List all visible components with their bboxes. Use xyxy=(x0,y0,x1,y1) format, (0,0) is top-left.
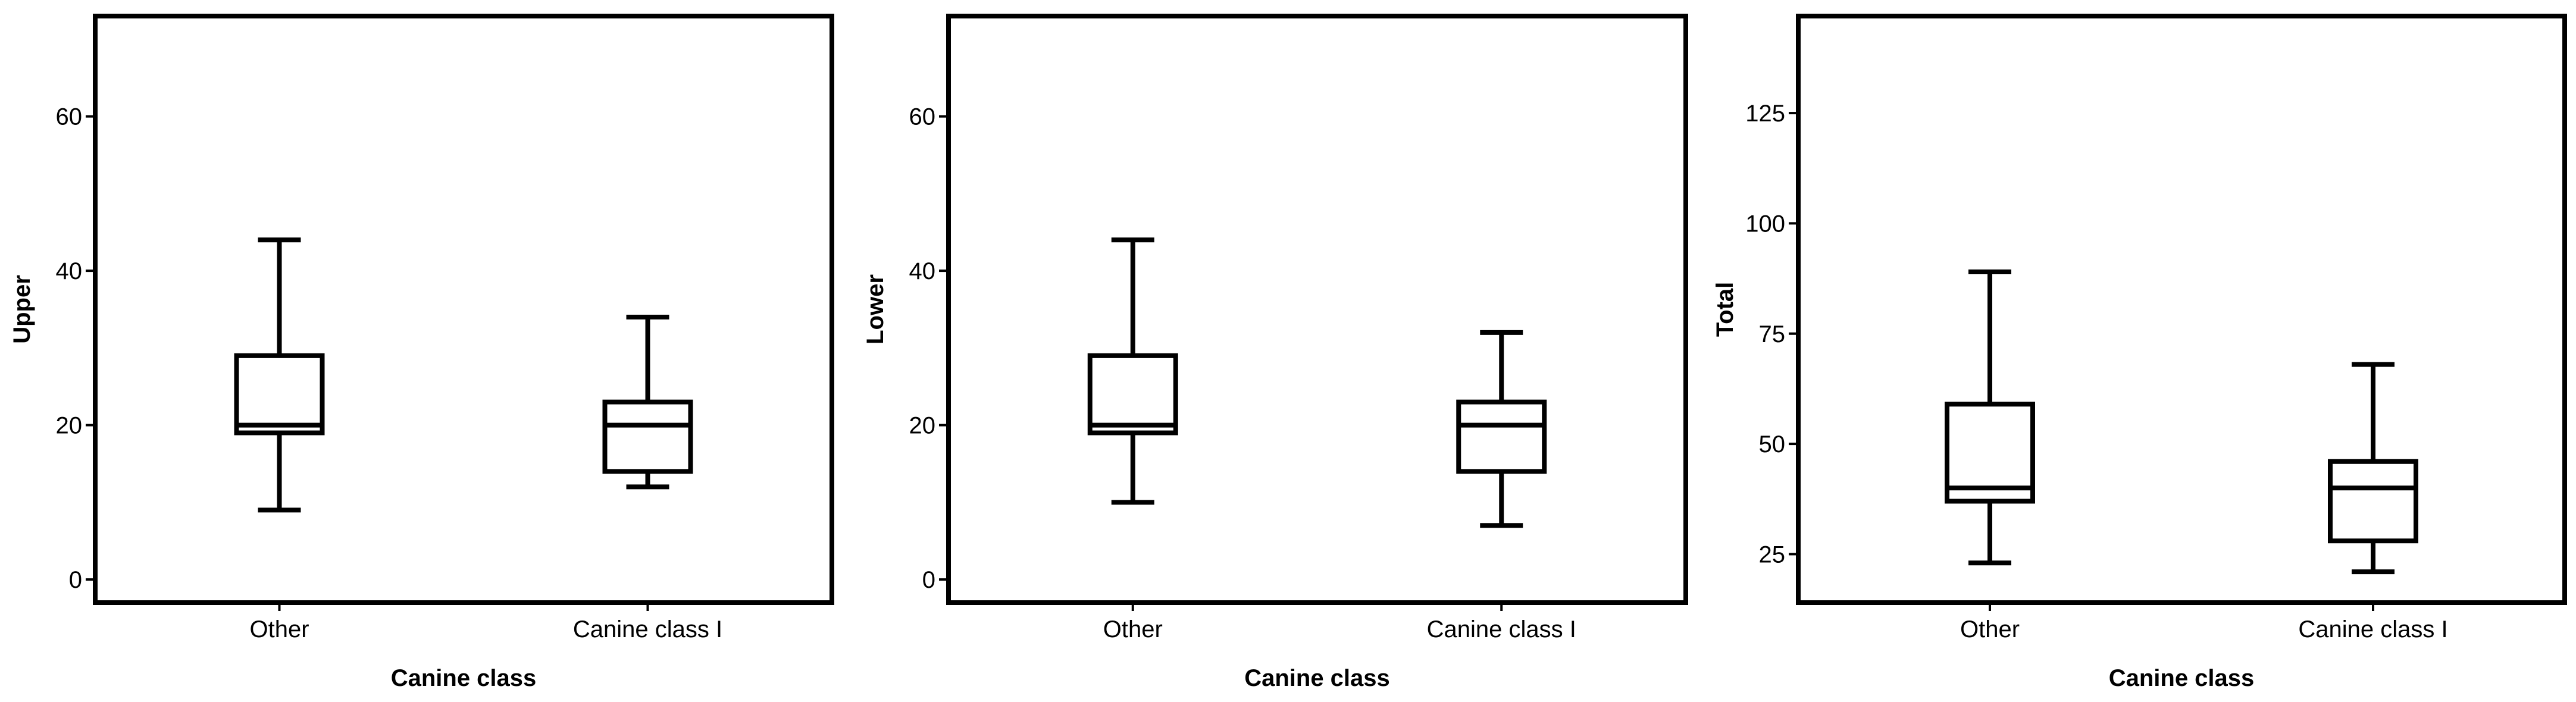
x-category-label: Canine class I xyxy=(2298,616,2447,643)
y-tick-label: 40 xyxy=(909,258,936,284)
plot-frame xyxy=(946,14,1688,605)
x-axis-title: Canine class xyxy=(2109,665,2255,691)
y-tick-label: 25 xyxy=(1759,541,1786,568)
y-tick-label: 125 xyxy=(1745,101,1785,127)
y-tick-label: 60 xyxy=(56,104,83,130)
x-category-label: Canine class I xyxy=(1427,616,1576,643)
box-other xyxy=(1945,269,2035,566)
iqr-box xyxy=(234,353,325,435)
y-tick-label: 20 xyxy=(909,413,936,439)
y-axis-title: Lower xyxy=(862,274,888,344)
box-other xyxy=(1087,237,1178,505)
y-tick-label: 40 xyxy=(56,258,83,284)
chart-panel-2: 0 20 40 60 Other Canine class I Canine class Lo… xyxy=(862,14,1688,691)
iqr-box xyxy=(1945,402,2035,504)
y-axis-title: Total xyxy=(1712,282,1738,337)
x-category-label: Other xyxy=(249,616,309,643)
x-category-label: Other xyxy=(1103,616,1163,643)
box-canine-class-i xyxy=(1456,330,1547,528)
plot-frame xyxy=(1796,14,2567,605)
box-other xyxy=(234,237,325,513)
y-tick-label: 0 xyxy=(69,567,82,593)
plot-frame xyxy=(93,14,834,605)
y-tick-label: 100 xyxy=(1745,211,1785,237)
iqr-box xyxy=(2328,459,2418,544)
iqr-box xyxy=(602,399,693,474)
x-axis-title: Canine class xyxy=(391,665,537,691)
box-canine-class-i xyxy=(602,314,693,490)
y-tick-label: 50 xyxy=(1759,431,1786,457)
chart-panel-1: 0 20 40 60 Other Canine class I Canine class Up… xyxy=(9,14,834,691)
x-axis-title: Canine class xyxy=(1244,665,1390,691)
x-category-label: Canine class I xyxy=(573,616,722,643)
x-category-label: Other xyxy=(1960,616,2020,643)
y-tick-label: 75 xyxy=(1759,321,1786,347)
y-tick-label: 20 xyxy=(56,413,83,439)
chart-panel-3: 25 50 75 100 125 Other Canine class I Canine cl… xyxy=(1712,14,2567,691)
y-tick-label: 60 xyxy=(909,104,936,130)
iqr-box xyxy=(1087,353,1178,435)
iqr-box xyxy=(1456,399,1547,474)
box-canine-class-i xyxy=(2328,362,2418,575)
y-tick-label: 0 xyxy=(922,567,935,593)
y-axis-title: Upper xyxy=(9,275,35,344)
